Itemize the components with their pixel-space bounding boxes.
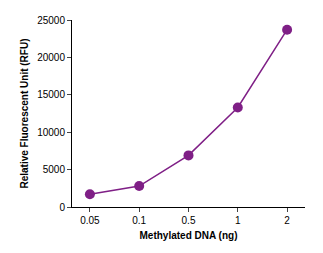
svg-text:Relative Fluorescent Unit (RFU: Relative Fluorescent Unit (RFU)	[19, 38, 30, 188]
svg-text:0.05: 0.05	[80, 215, 100, 226]
svg-text:0.5: 0.5	[182, 215, 196, 226]
svg-text:20000: 20000	[37, 52, 65, 63]
svg-text:1: 1	[235, 215, 241, 226]
svg-text:0: 0	[59, 202, 65, 213]
svg-text:10000: 10000	[37, 127, 65, 138]
svg-text:2: 2	[284, 215, 290, 226]
svg-text:0.1: 0.1	[132, 215, 146, 226]
svg-text:25000: 25000	[37, 15, 65, 26]
svg-text:15000: 15000	[37, 89, 65, 100]
svg-text:Methylated DNA (ng): Methylated DNA (ng)	[140, 230, 238, 241]
svg-text:5000: 5000	[43, 164, 66, 175]
